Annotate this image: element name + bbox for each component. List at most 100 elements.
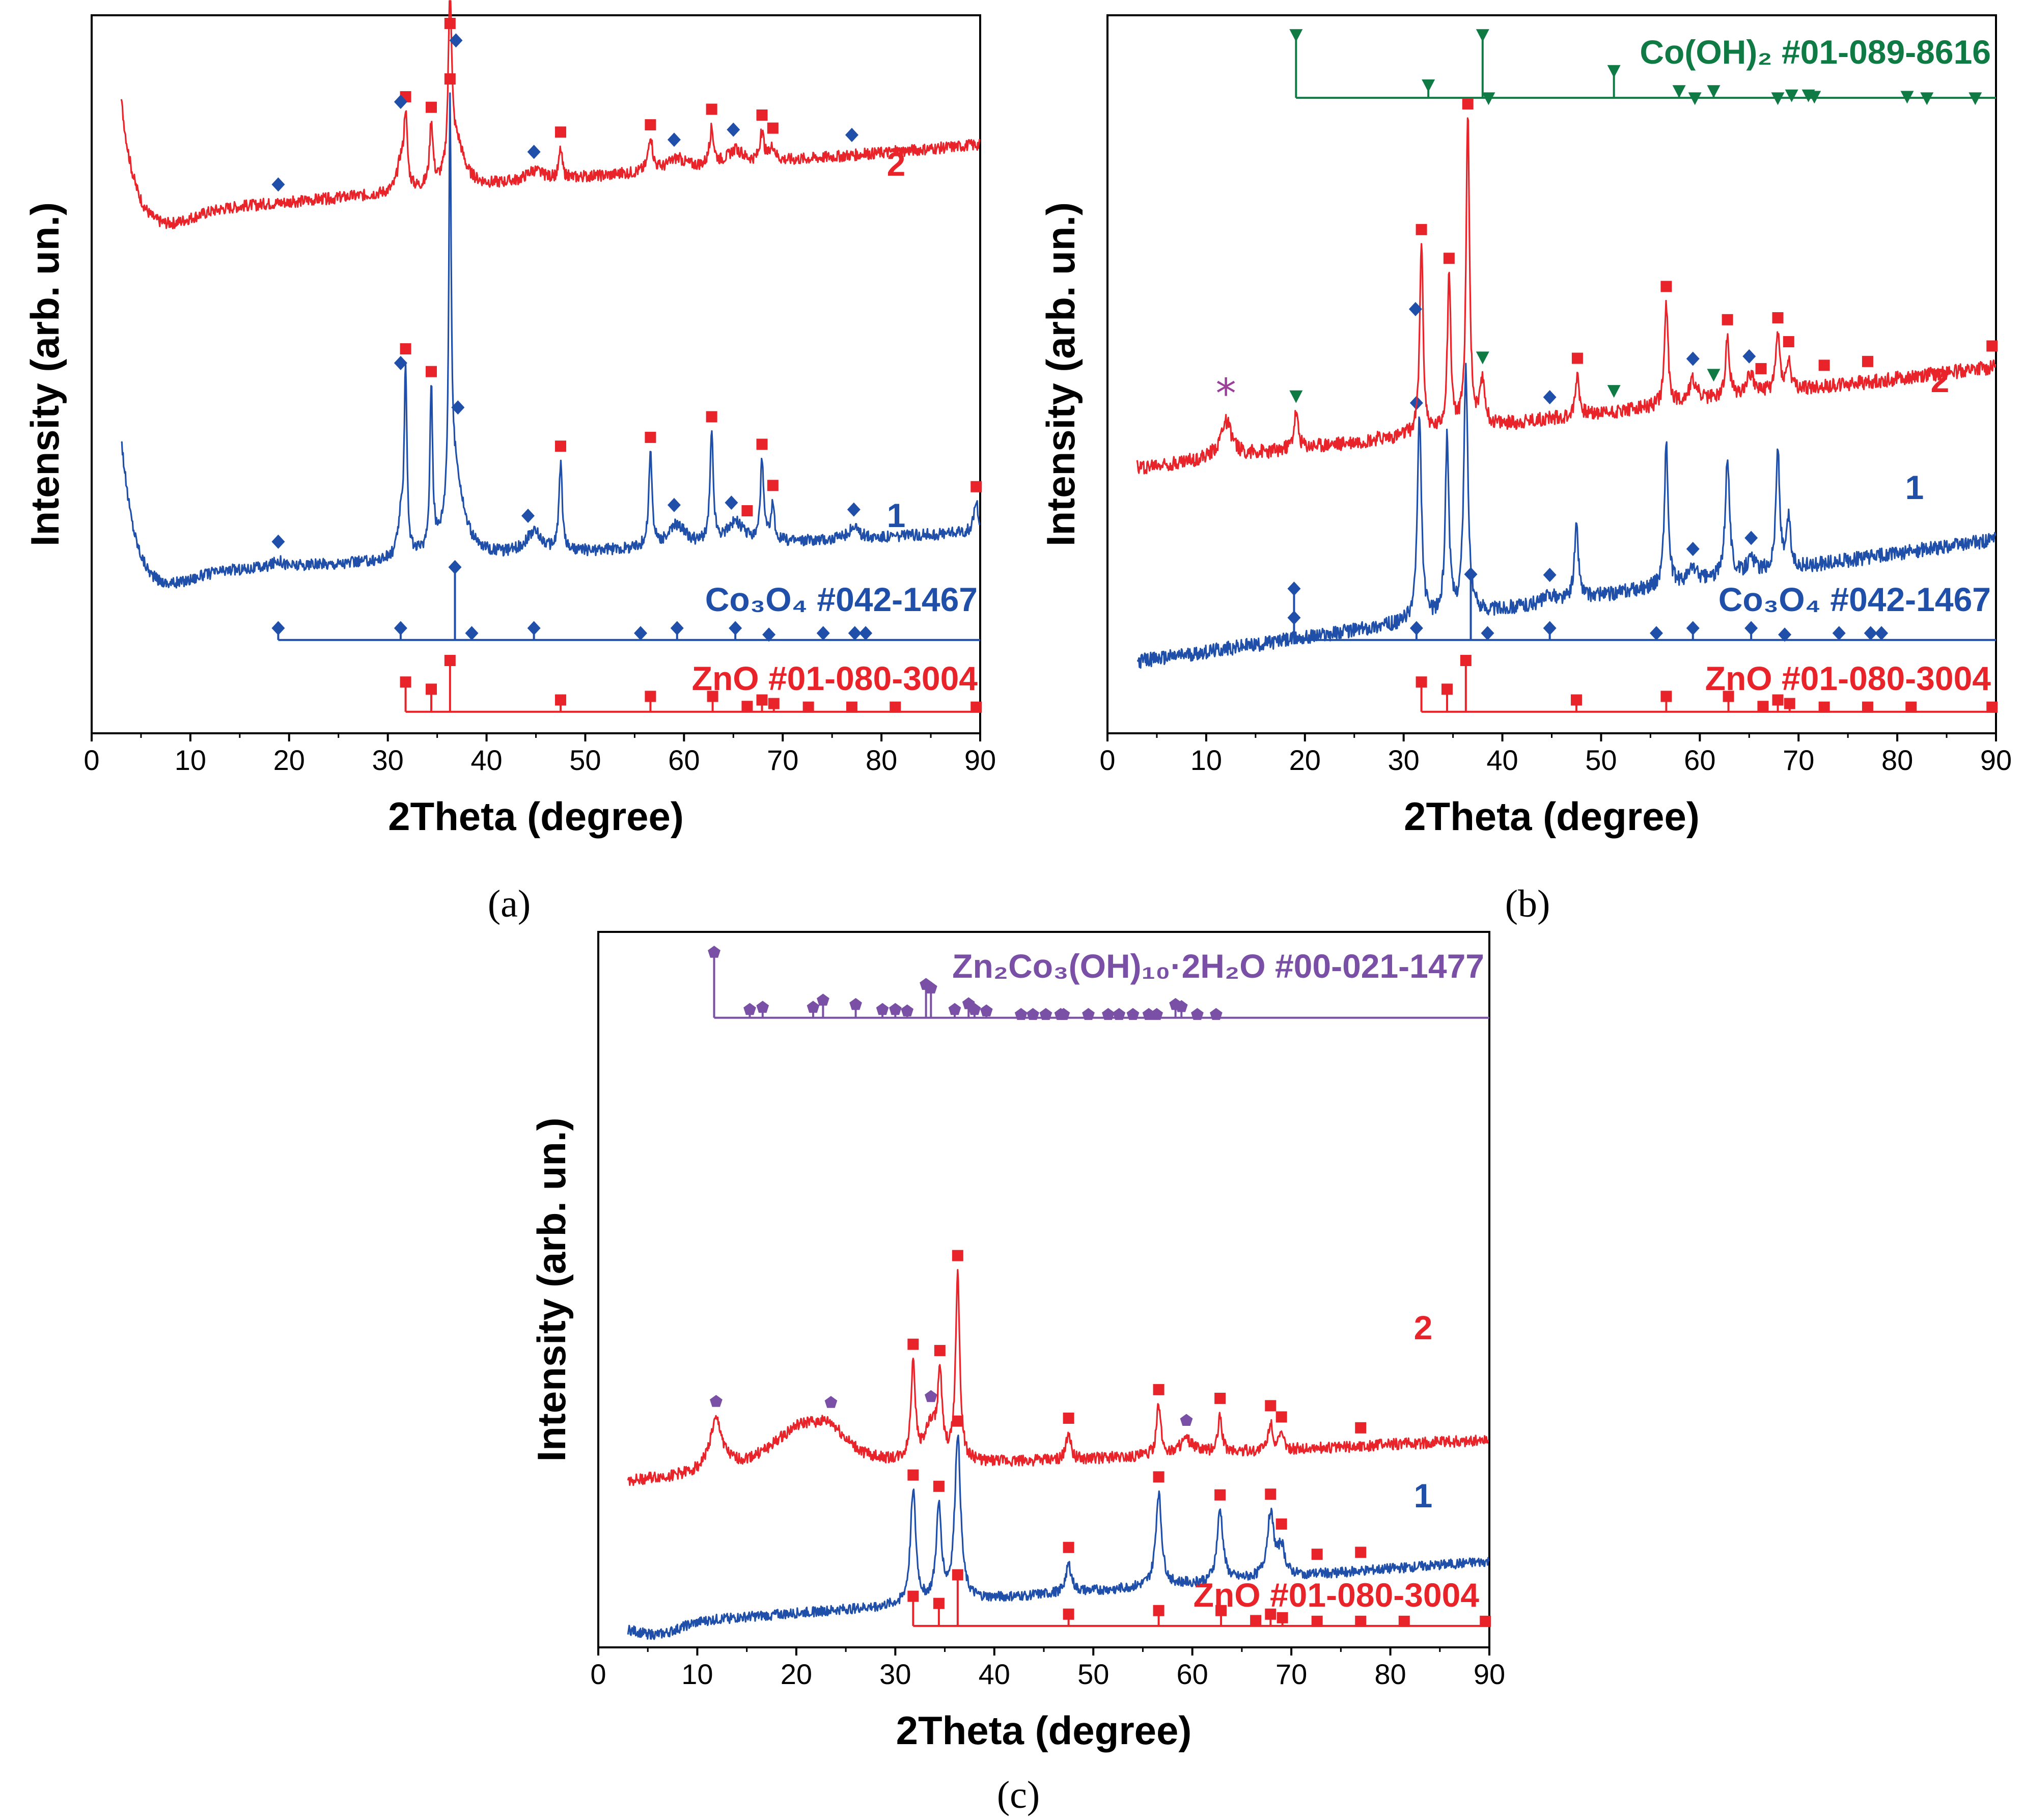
zn2co3-peak-marker <box>1180 1414 1193 1426</box>
reference-marker <box>1082 1008 1095 1020</box>
xrd-curve-1 <box>627 1435 1490 1640</box>
reference-marker <box>1191 1008 1204 1020</box>
co3o4-peak-marker <box>271 534 285 549</box>
zno-peak-marker <box>1214 1489 1226 1501</box>
xrd-curve-1 <box>121 92 981 589</box>
zno-peak-marker <box>645 119 656 131</box>
co3o4-peak-marker <box>1408 301 1422 316</box>
reference-marker <box>1265 1608 1277 1620</box>
co3o4-peak-marker <box>1686 541 1700 556</box>
zno-peak-marker <box>1416 224 1427 235</box>
x-tick-label: 50 <box>1077 1658 1109 1690</box>
xrd-curve-2 <box>1136 117 1997 475</box>
zno-peak-marker <box>444 73 456 85</box>
reference-marker <box>807 1001 820 1013</box>
reference-marker <box>1409 621 1423 636</box>
reference-marker <box>952 1569 963 1581</box>
zno-peak-marker <box>444 18 456 29</box>
reference-marker <box>1986 701 1998 713</box>
reference-marker <box>1476 29 1489 42</box>
reference-marker <box>708 946 720 958</box>
zn2co3-peak-marker <box>925 1390 937 1402</box>
reference-marker <box>1027 1008 1039 1020</box>
reference-marker <box>933 1597 945 1609</box>
x-tick-label: 80 <box>1881 744 1913 776</box>
reference-marker <box>889 1003 902 1015</box>
panel-c: 0 10 20 30 40 50 60 70 80 90 2Theta (degree) Intens… <box>529 931 1505 1816</box>
zno-peak-marker <box>767 122 779 134</box>
reference-marker <box>1481 626 1494 641</box>
reference-marker <box>1355 1615 1367 1627</box>
xrd-curve-2 <box>120 0 981 230</box>
reference-marker <box>1920 92 1934 105</box>
zno-peak-marker <box>756 109 768 121</box>
reference-marker <box>762 627 776 642</box>
x-tick-label: 50 <box>569 744 601 776</box>
xrd-curve-2 <box>627 1269 1489 1486</box>
zno-peak-marker <box>554 440 566 452</box>
zno-peak-marker <box>1783 336 1794 348</box>
x-tick-label: 70 <box>1276 1658 1307 1690</box>
reference-marker <box>1784 698 1795 709</box>
reference-marker <box>400 676 411 688</box>
reference-marker <box>859 626 873 641</box>
x-tick-label: 60 <box>1177 1658 1208 1690</box>
zno-peak-marker <box>1276 1518 1287 1530</box>
co3o4-peak-marker <box>667 498 681 512</box>
reference-marker <box>1900 91 1914 104</box>
reference-label: ZnO #01-080-3004 <box>1705 659 1991 697</box>
zno-peak-marker <box>756 438 768 450</box>
reference-marker <box>1771 92 1785 105</box>
co3o4-peak-marker <box>451 400 465 415</box>
co3o4-peak-marker <box>1287 610 1301 625</box>
reference-marker <box>756 1001 769 1013</box>
reference-marker <box>848 626 862 641</box>
zno-peak-marker <box>1722 314 1733 325</box>
zno-peak-marker <box>971 481 982 492</box>
zno-peak-marker <box>933 1480 945 1492</box>
reference-marker <box>1210 1008 1223 1020</box>
reference-marker <box>271 621 285 636</box>
reference-marker <box>729 621 742 636</box>
reference-marker <box>1039 1008 1052 1020</box>
reference-marker <box>1277 1612 1288 1623</box>
x-tick-label: 10 <box>681 1658 713 1690</box>
cooh2-peak-marker <box>1289 390 1303 403</box>
zno-peak-marker <box>1986 340 1998 352</box>
co3o4-peak-marker <box>847 502 861 517</box>
reference-marker <box>1250 1615 1262 1626</box>
reference-marker <box>1570 694 1582 706</box>
zno-peak-marker <box>706 103 717 115</box>
x-tick-label: 60 <box>668 744 700 776</box>
zno-peak-marker <box>1772 312 1784 324</box>
reference-marker <box>1672 85 1686 98</box>
reference-marker <box>741 701 753 712</box>
reference-marker <box>846 701 857 713</box>
reference-marker <box>448 560 462 574</box>
reference-marker <box>1014 1008 1028 1020</box>
zno-peak-marker <box>1214 1392 1226 1404</box>
x-tick-label: 30 <box>1388 744 1420 776</box>
reference-marker <box>444 655 456 666</box>
reference-marker <box>1875 626 1889 641</box>
zno-peak-marker <box>1311 1549 1323 1560</box>
zno-peak-marker <box>1571 352 1583 364</box>
zno-peak-marker <box>1063 1412 1074 1424</box>
co3o4-peak-marker <box>845 128 858 143</box>
x-tick-label: 20 <box>781 1658 812 1690</box>
reference-marker <box>907 1590 919 1602</box>
reference-marker <box>890 701 901 713</box>
co3o4-peak-marker <box>725 495 738 510</box>
x-axis-title: 2Theta (degree) <box>388 794 684 839</box>
curve-label-1: 1 <box>1905 468 1924 506</box>
reference-marker <box>1153 1605 1165 1616</box>
co3o4-peak-marker <box>527 145 541 159</box>
zno-peak-marker <box>1153 1384 1165 1395</box>
reference-marker <box>1707 85 1721 98</box>
zno-peak-marker <box>1153 1471 1165 1483</box>
panel-b: 0 10 20 30 40 50 60 70 80 90 2Theta (degree) Intens… <box>1038 14 2012 925</box>
x-tick-label: 50 <box>1585 744 1617 776</box>
panel-caption: (b) <box>1505 883 1550 925</box>
reference-marker <box>971 701 982 713</box>
curve-label-2: 2 <box>887 145 906 183</box>
